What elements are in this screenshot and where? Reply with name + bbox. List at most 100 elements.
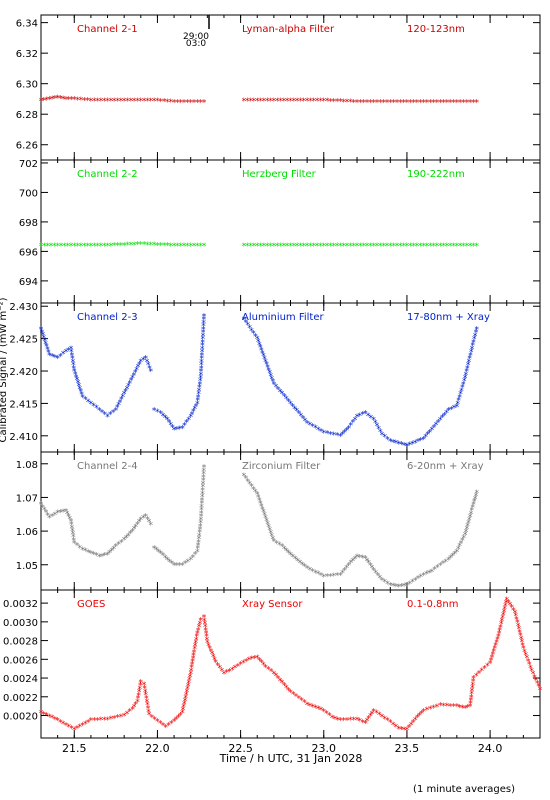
data-point: * [61,95,66,105]
data-point: * [474,329,479,339]
data-point: * [262,355,267,365]
y-tick-label: 1.08 [16,460,38,471]
data-point: * [482,665,487,675]
data-point: * [245,321,250,331]
data-point: * [409,721,414,731]
data-point: * [378,242,383,252]
data-point: * [405,442,410,452]
data-point: * [53,715,58,725]
data-point: * [411,718,416,728]
data-point: * [188,242,193,252]
data-point: * [135,97,140,107]
panel-label: 0.1-0.8nm [407,599,459,610]
data-point: * [294,407,299,417]
data-point: * [197,387,202,397]
data-point: * [519,635,524,645]
data-point: * [145,698,150,708]
data-point: * [416,438,421,448]
data-point: * [152,97,157,107]
data-point: * [42,506,47,516]
data-point: * [188,670,193,680]
data-point: * [313,704,318,714]
data-point: * [175,561,180,571]
data-point: * [115,404,120,414]
series-1: ****************************************… [39,596,543,736]
data-point: * [360,718,365,728]
data-point: * [465,242,470,252]
y-tick-label: 0.0030 [3,618,38,629]
data-point: * [41,331,46,341]
panel-4: 1.05 1.06 1.07 1.08 Channel 2-4 Zirconium Fil… [16,451,541,593]
data-point: * [123,387,128,397]
data-point: * [168,242,173,252]
y-tick-label: 1.05 [16,561,38,572]
data-point: * [166,721,171,731]
data-point: * [399,583,404,593]
data-point: * [116,401,121,411]
data-point: * [302,242,307,252]
data-point: * [448,554,453,564]
data-point: * [132,371,137,381]
data-point: * [72,536,77,546]
data-point: * [188,673,193,683]
data-point: * [348,242,353,252]
data-point: * [474,492,479,502]
data-point: * [129,241,134,251]
panel-1: 6.26 6.28 6.30 6.32 6.34 Channel 2-1 Lyman-alp… [16,14,541,161]
data-point: * [377,711,382,721]
data-point: * [78,723,83,733]
data-point: * [86,548,91,558]
data-point: * [475,242,480,252]
data-point: * [285,242,290,252]
data-point: * [46,348,51,358]
data-point: * [303,417,308,427]
data-point: * [378,99,383,109]
data-point: * [79,391,84,401]
data-point: * [45,346,50,356]
panel-label: 6-20nm + Xray [407,461,484,472]
data-point: * [500,617,505,627]
data-point: * [149,241,154,251]
data-point: * [263,514,268,524]
data-point: * [189,667,194,677]
data-point: * [349,559,354,569]
data-point: * [180,709,185,719]
data-point: * [202,614,207,624]
data-point: * [366,559,371,569]
data-point: * [183,697,188,707]
data-point: * [193,551,198,561]
data-point: * [186,682,191,692]
data-point: * [315,242,320,252]
data-point: * [144,355,149,365]
data-point: * [376,425,381,435]
data-point: * [39,325,44,335]
data-point: * [275,242,280,252]
data-point: * [165,242,170,252]
data-point: * [249,655,254,665]
data-point: * [55,717,60,727]
data-point: * [325,242,330,252]
marker-label: 29:00 [183,32,209,42]
data-point: * [301,414,306,424]
data-point: * [161,721,166,731]
data-point: * [450,552,455,562]
data-point: * [53,353,58,363]
data-point: * [335,242,340,252]
data-point: * [391,99,396,109]
panel-label: 120-123nm [407,24,465,35]
data-point: * [183,560,188,570]
data-point: * [366,412,371,422]
data-point: * [383,578,388,588]
data-point: * [69,242,74,252]
data-point: * [199,368,204,378]
data-point: * [212,656,217,666]
data-point: * [305,242,310,252]
data-point: * [105,97,110,107]
data-point: * [267,526,272,536]
data-point: * [61,508,66,518]
data-point: * [346,425,351,435]
data-point: * [474,672,479,682]
data-point: * [469,510,474,520]
data-point: * [142,684,147,694]
data-point: * [230,666,235,676]
